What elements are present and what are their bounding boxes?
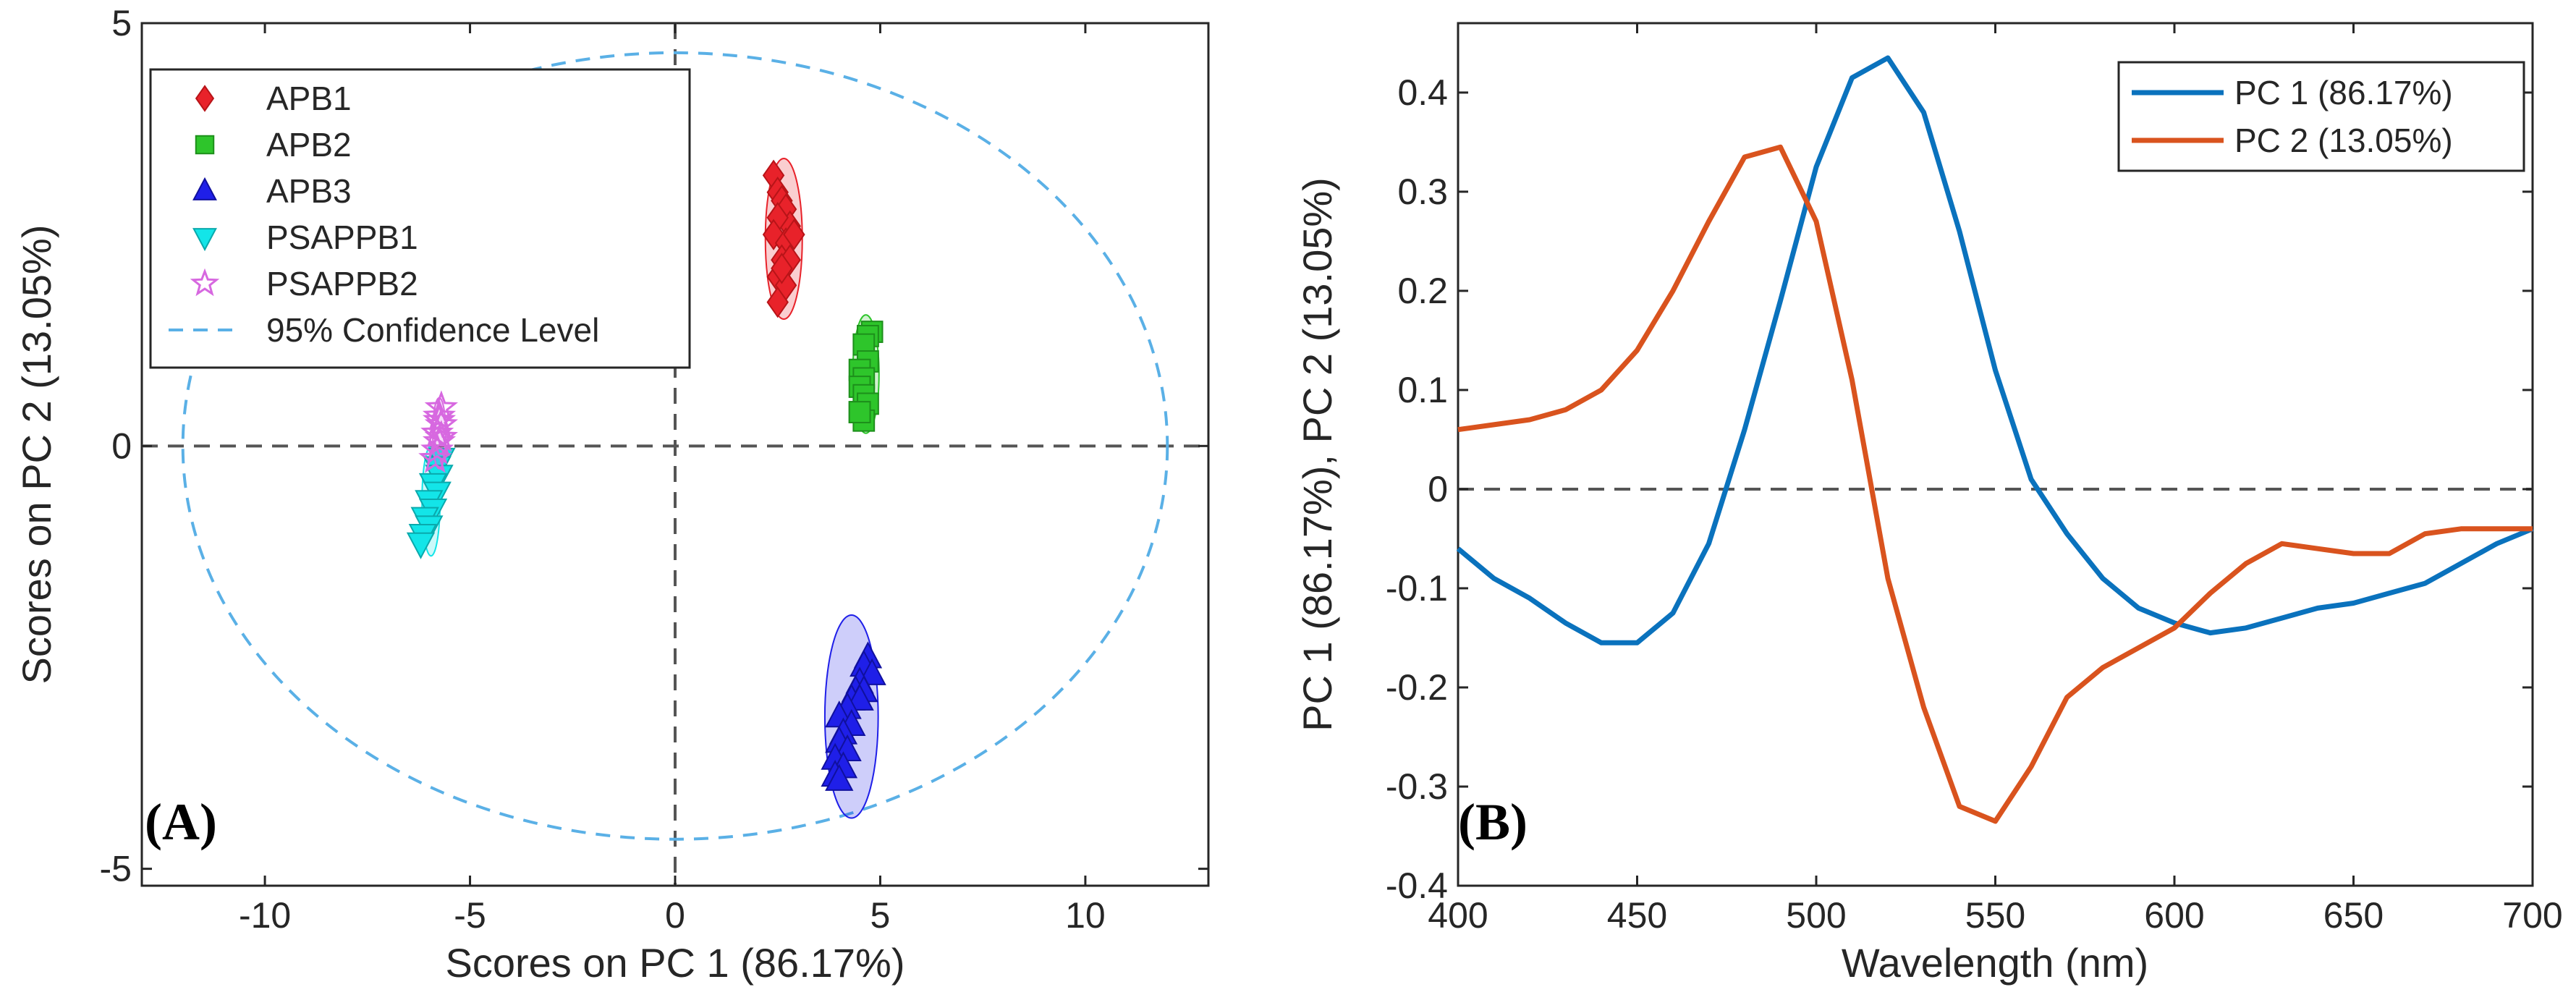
- point-apb1: [766, 286, 789, 318]
- x-tick-label: 10: [1065, 895, 1106, 936]
- panel-b-legend: PC 1 (86.17%) PC 2 (13.05%): [2117, 61, 2525, 172]
- x-tick-label: 500: [1786, 895, 1846, 936]
- x-tick-label: 400: [1428, 895, 1488, 936]
- point-psappb1: [406, 532, 436, 559]
- point-apb3: [825, 763, 854, 791]
- panel-b-x-axis-label: Wavelength (nm): [1842, 940, 2148, 986]
- y-tick-label: 0.4: [1397, 72, 1448, 113]
- legend-marker-apb1: [195, 85, 215, 112]
- y-tick-label: 0.2: [1397, 271, 1448, 311]
- panel-a-legend-box: [149, 68, 691, 369]
- x-tick-label: 700: [2502, 895, 2562, 936]
- legend-label-confidence: 95% Confidence Level: [266, 311, 599, 349]
- legend-label-apb3: APB3: [266, 172, 352, 210]
- y-tick-label: -0.1: [1386, 568, 1448, 609]
- point-apb2: [848, 401, 871, 423]
- legend-label-apb2: APB2: [266, 126, 352, 164]
- point-psappb2: [418, 441, 452, 473]
- point-apb1: [771, 253, 793, 284]
- panel-b-ticks: 400 450 500 550 600 650 700 -0.4 -0.3 -0.2 -0.1 0 0.…: [1386, 23, 2563, 936]
- x-tick-label: -10: [239, 895, 291, 936]
- panel-a-plot-area: [142, 23, 1208, 886]
- legend-marker-apb2: [195, 135, 215, 155]
- legend-label-pc-2-13-05: PC 2 (13.05%): [2234, 122, 2453, 159]
- x-tick-label: 650: [2323, 895, 2384, 936]
- point-psappb2: [420, 432, 454, 465]
- y-tick-label: -0.2: [1386, 667, 1448, 708]
- y-tick-label: -5: [100, 849, 132, 889]
- panel-b-plot-area: [1456, 55, 2534, 824]
- y-tick-label: 0: [1428, 469, 1448, 509]
- panel-a: -10 -5 0 5 10 -5 0 5 Scores on PC 1 (86.17%) Sc…: [14, 3, 1210, 986]
- x-tick-label: 5: [870, 895, 891, 936]
- y-tick-label: 5: [111, 3, 132, 43]
- panel-a-x-axis-label: Scores on PC 1 (86.17%): [446, 940, 905, 986]
- panel-b: 400 450 500 550 600 650 700 -0.4 -0.3 -0.2 -0.1 0 0.…: [1295, 22, 2563, 986]
- legend-marker-psappb2: [190, 268, 220, 297]
- panel-b-y-axis-label: PC 1 (86.17%), PC 2 (13.05%): [1295, 177, 1340, 732]
- x-tick-label: 550: [1965, 895, 2025, 936]
- y-tick-label: 0.3: [1397, 171, 1448, 212]
- x-tick-label: 0: [665, 895, 685, 936]
- point-apb1: [783, 219, 805, 250]
- panel-a-y-axis-label: Scores on PC 2 (13.05%): [14, 225, 59, 685]
- panel-b-legend-box: [2117, 61, 2525, 172]
- legend-label-psappb1: PSAPPB1: [266, 219, 418, 256]
- series-line-pc-2-13-05: [1457, 144, 2533, 824]
- panel-a-label: (A): [145, 793, 217, 851]
- y-tick-label: -0.4: [1386, 865, 1448, 906]
- legend-marker-apb3: [192, 177, 217, 200]
- legend-label-apb1: APB1: [266, 80, 352, 117]
- y-tick-label: -0.3: [1386, 766, 1448, 807]
- x-tick-label: -5: [454, 895, 486, 936]
- legend-label-pc-1-86-17: PC 1 (86.17%): [2234, 74, 2453, 111]
- y-tick-label: 0.1: [1397, 370, 1448, 410]
- y-tick-label: 0: [111, 425, 132, 466]
- confidence-ellipse: [181, 51, 1169, 841]
- x-tick-label: 450: [1607, 895, 1667, 936]
- panel-a-ticks: -10 -5 0 5 10 -5 0 5: [100, 3, 1208, 936]
- panel-b-label: (B): [1458, 793, 1528, 851]
- x-tick-label: 600: [2144, 895, 2204, 936]
- series-line-pc-1-86-17: [1456, 55, 2534, 645]
- point-psappb2: [424, 420, 458, 452]
- legend-label-psappb2: PSAPPB2: [266, 265, 418, 302]
- legend-marker-psappb1: [192, 228, 217, 252]
- panel-a-legend: APB1 APB2 APB3 PSAPPB1 PSAPPB2 95% Confidence…: [149, 68, 691, 369]
